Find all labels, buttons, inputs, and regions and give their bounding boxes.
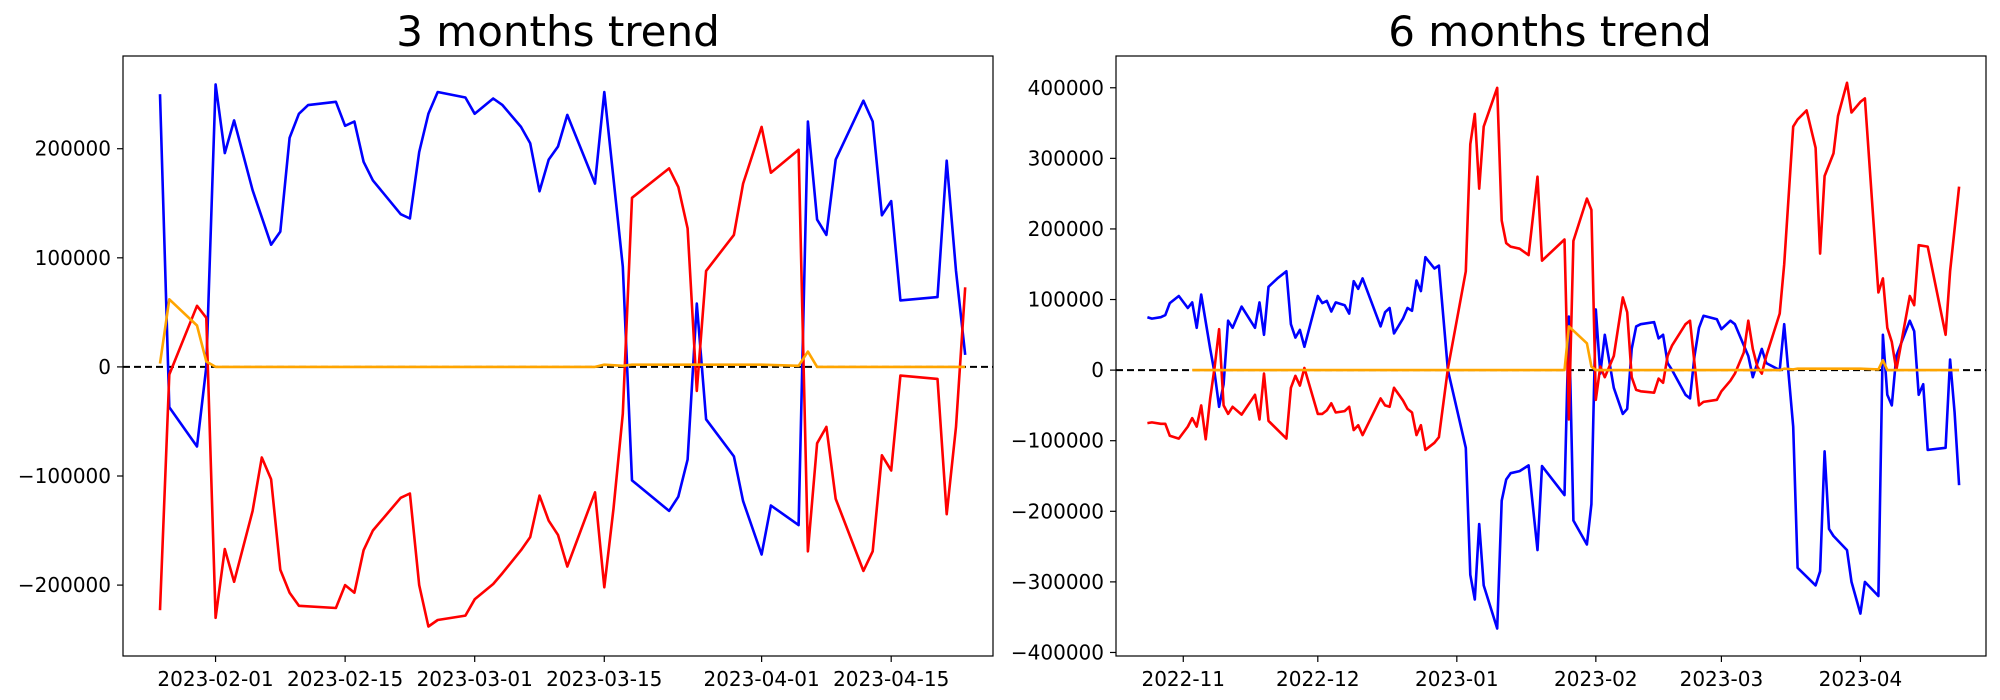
series-line-2 (1147, 81, 1961, 452)
x-tick-label: 2023-03-15 (546, 667, 662, 691)
chart-title: 6 months trend (1388, 7, 1712, 56)
plot-frame (1115, 55, 1987, 657)
y-tick-label: −400000 (1011, 640, 1104, 664)
y-tick-label: −100000 (1011, 429, 1104, 453)
x-tick-label: 2022-12 (1276, 667, 1360, 691)
x-tick-label: 2023-02 (1554, 667, 1638, 691)
x-tick-label: 2023-04-01 (703, 667, 819, 691)
y-tick-label: −100000 (18, 464, 111, 488)
series-line-1 (158, 83, 967, 556)
y-tick-label: 200000 (1028, 217, 1104, 241)
chart-6-months: 6 months trend −400000 −300000 −200000 −100… (1011, 7, 1987, 691)
series-line-1 (1147, 255, 1961, 630)
x-tick-label: 2023-03-01 (417, 667, 533, 691)
x-tick-label: 2023-04-15 (833, 667, 949, 691)
series-line-3 (1192, 325, 1960, 372)
y-tick-label: 0 (98, 355, 111, 379)
y-tick-label: −300000 (1011, 570, 1104, 594)
y-tick-label: 300000 (1028, 146, 1104, 170)
x-tick-label: 2023-01 (1415, 667, 1499, 691)
series-line-3 (158, 298, 966, 369)
y-tick-label: 100000 (1028, 288, 1104, 312)
y-tick-label: 0 (1091, 358, 1104, 382)
plot-frame (122, 55, 994, 657)
x-tick-label: 2023-02-01 (157, 667, 273, 691)
x-tick-label: 2023-04 (1819, 667, 1903, 691)
y-tick-label: 400000 (1028, 76, 1104, 100)
y-tick-label: −200000 (1011, 499, 1104, 523)
y-tick-label: 100000 (35, 246, 111, 270)
x-tick-label: 2022-11 (1141, 667, 1225, 691)
y-tick-label: 200000 (35, 137, 111, 161)
chart-3-months: 3 months trend −200000 −100000 0 100000 2000… (18, 7, 994, 691)
y-tick-label: −200000 (18, 573, 111, 597)
series-line-2 (158, 125, 967, 628)
x-tick-label: 2023-03 (1680, 667, 1764, 691)
chart-title: 3 months trend (396, 7, 720, 56)
x-tick-label: 2023-02-15 (287, 667, 403, 691)
